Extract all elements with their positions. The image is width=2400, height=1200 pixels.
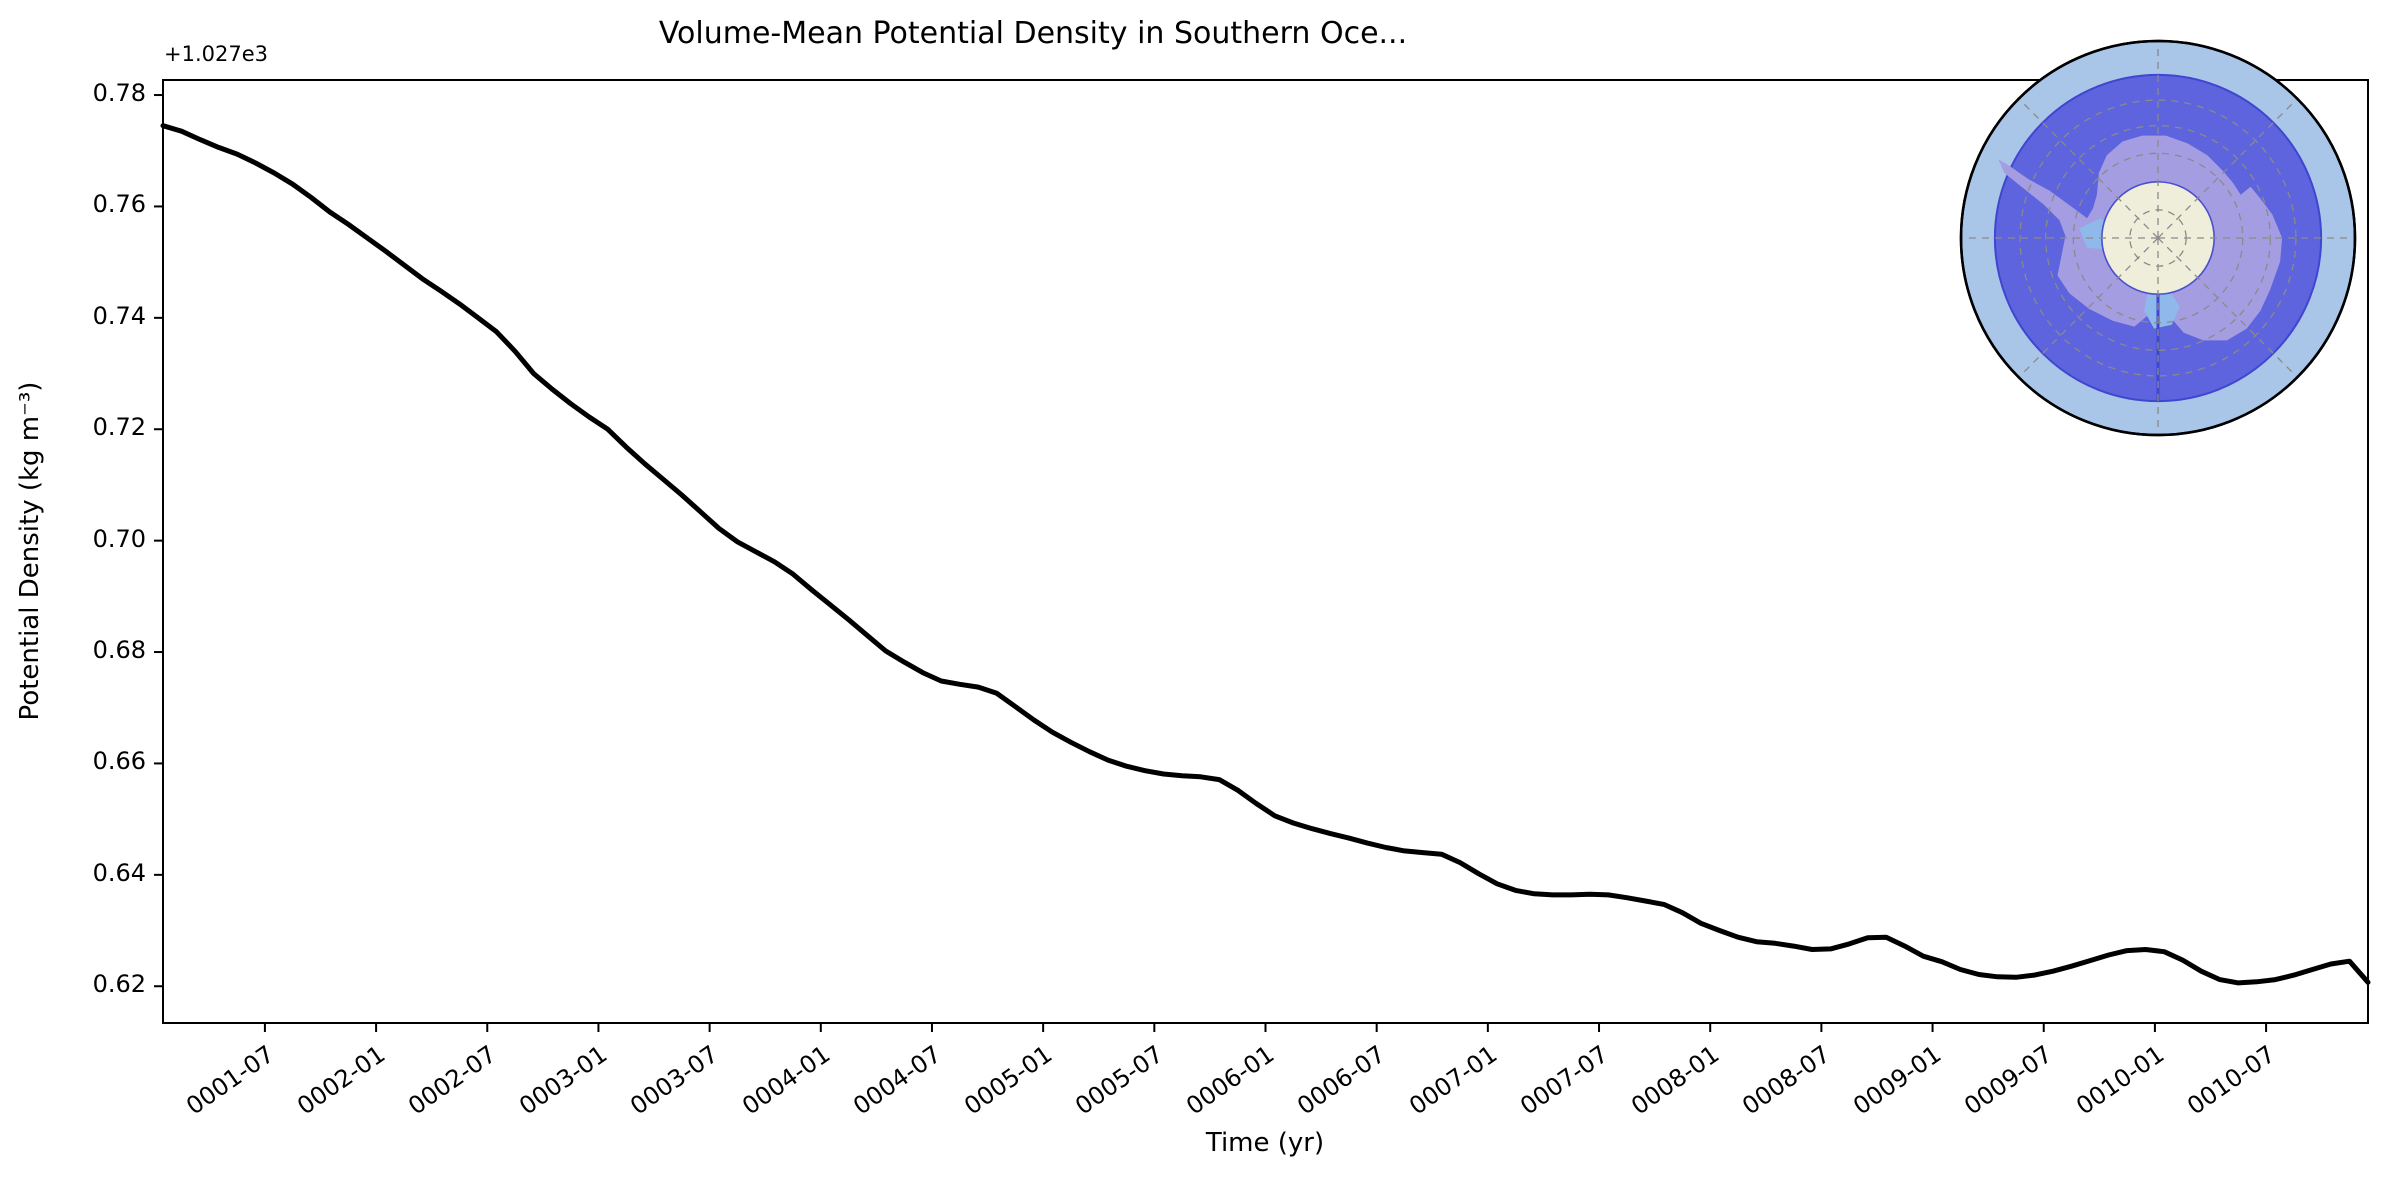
- y-tick-label: 0.70: [92, 524, 146, 553]
- y-tick-label: 0.62: [92, 970, 146, 999]
- y-tick-label: 0.66: [92, 747, 146, 776]
- y-tick-label: 0.74: [92, 301, 146, 330]
- x-axis-label: Time (yr): [1205, 1128, 1325, 1158]
- map-graticule-meridian: [2018, 98, 2159, 239]
- y-tick-label: 0.72: [92, 413, 146, 442]
- y-tick-label: 0.68: [92, 636, 146, 665]
- map-outline: [1959, 39, 2357, 437]
- map-graticule-meridian: [2157, 237, 2298, 378]
- inset-map-antarctica: [1959, 39, 2357, 437]
- map-ross-ice-shelf: [2144, 289, 2180, 329]
- map-graticule-parallel: [2045, 125, 2271, 351]
- map-graticule-meridian: [2157, 98, 2298, 239]
- y-tick-label: 0.78: [92, 79, 146, 108]
- y-tick-label: 0.76: [92, 190, 146, 219]
- y-axis-offset-text: +1.027e3: [164, 42, 268, 66]
- map-graticule-parallel: [2019, 99, 2297, 377]
- density-line: [160, 123, 2371, 986]
- y-tick-label: 0.64: [92, 858, 146, 887]
- page-title: Volume-Mean Potential Density in Souther…: [658, 16, 1408, 51]
- map-graticule-meridian: [2018, 237, 2159, 378]
